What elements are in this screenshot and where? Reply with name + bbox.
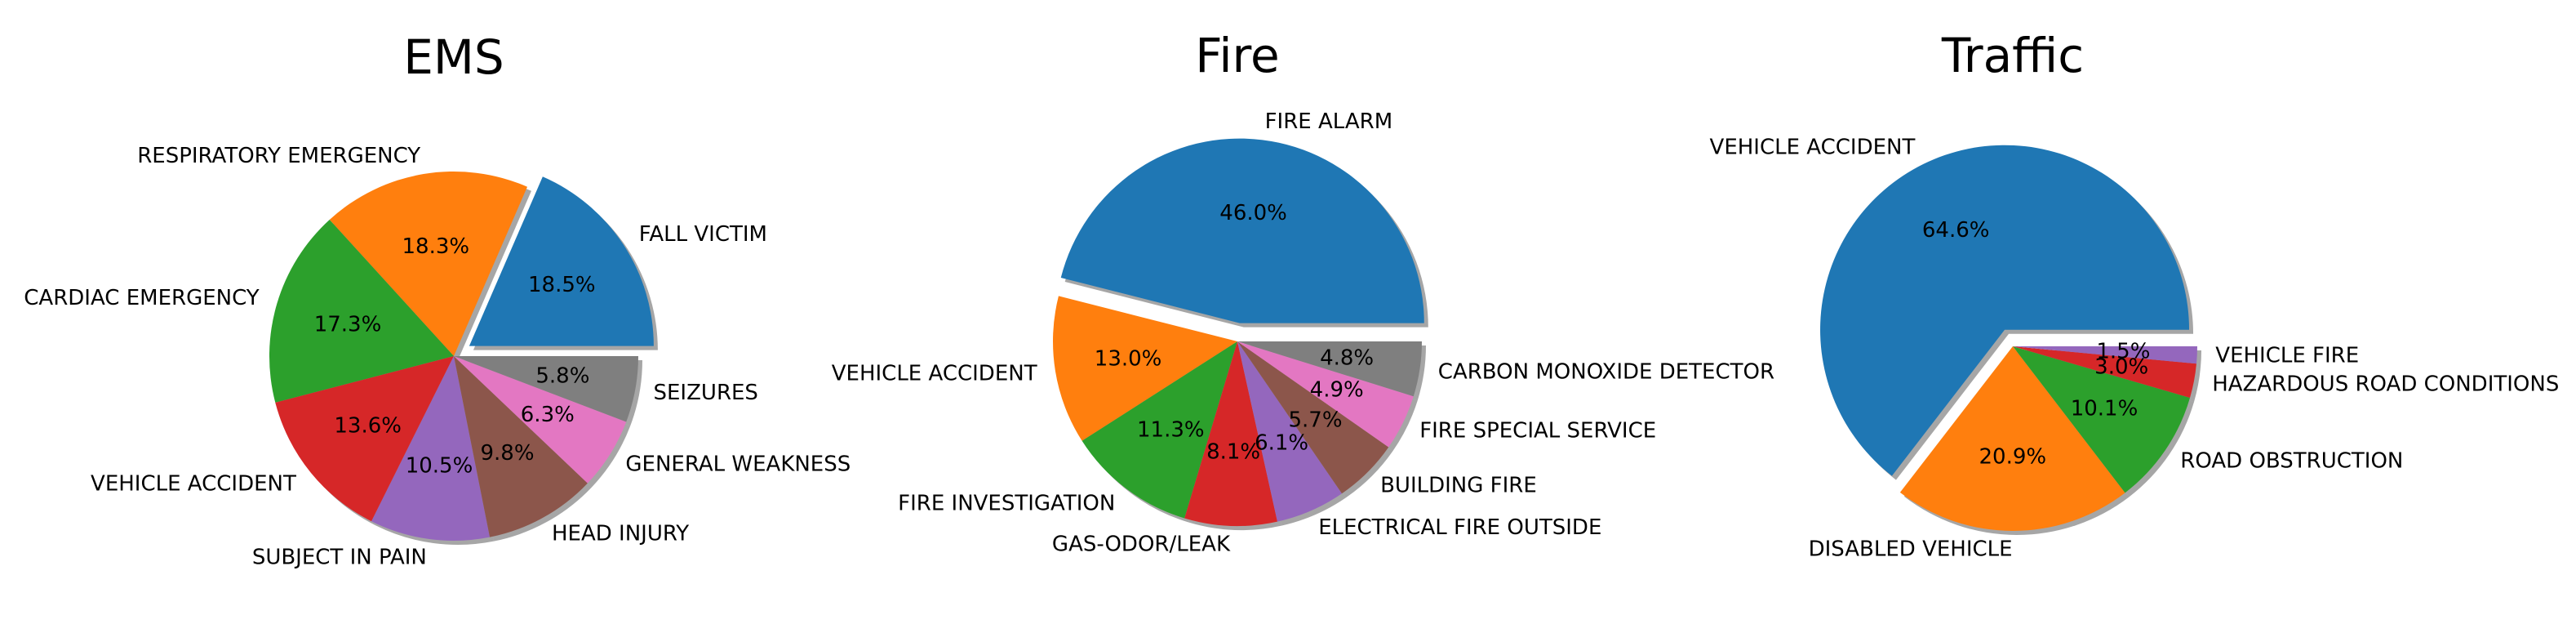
pie-chart-fire: Fire FIRE ALARM 46.0% VEHICLE ACCIDENT 13.0%…	[832, 28, 1774, 556]
wedge-general-weakness	[454, 356, 627, 484]
wedge-subject-in-pain	[371, 356, 491, 542]
percent-label-carbon-monoxide-detector: 4.8%	[1320, 345, 1374, 370]
chart-title: EMS	[403, 29, 504, 85]
slice-label-fire-special-service: FIRE SPECIAL SERVICE	[1419, 419, 1656, 444]
pie-chart-ems: EMS FALL VICTIM 18.5% RESPIRATORY EMERGENCY…	[24, 29, 851, 569]
wedge-building-fire	[1237, 341, 1389, 494]
percent-label-hazardous-road-conditions: 3.0%	[2094, 354, 2148, 379]
percent-label-vehicle-accident: 64.6%	[1922, 218, 1990, 243]
slice-label-building-fire: BUILDING FIRE	[1380, 474, 1537, 498]
wedge-electrical-fire-outside	[1237, 341, 1343, 522]
wedge-hazardous-road-conditions	[2013, 346, 2196, 398]
percent-label-subject-in-pain: 10.5%	[406, 453, 473, 478]
percent-label-vehicle-accident: 13.0%	[1095, 347, 1162, 372]
wedge-disabled-vehicle	[1899, 346, 2125, 532]
wedge-gas-odor-leak	[1184, 341, 1277, 526]
label-layer: FIRE ALARM 46.0% VEHICLE ACCIDENT 13.0% FIRE…	[832, 109, 1774, 557]
percent-label-vehicle-fire: 1.5%	[2096, 339, 2150, 363]
wedge-fall-victim	[469, 176, 654, 346]
slice-label-vehicle-accident: VEHICLE ACCIDENT	[91, 472, 296, 497]
slice-label-respiratory-emergency: RESPIRATORY EMERGENCY	[137, 144, 420, 168]
chart-title: Fire	[1195, 28, 1280, 83]
percent-label-seizures: 5.8%	[535, 364, 589, 389]
slice-label-carbon-monoxide-detector: CARBON MONOXIDE DETECTOR	[1438, 359, 1774, 384]
wedge-cardiac-emergency	[269, 219, 454, 403]
wedge-vehicle-accident	[275, 356, 454, 522]
wedge-road-obstruction	[2013, 346, 2191, 493]
percent-label-gas-odor-leak: 8.1%	[1206, 440, 1260, 465]
percent-label-road-obstruction: 10.1%	[2071, 397, 2139, 421]
percent-label-vehicle-accident: 13.6%	[334, 413, 402, 438]
percent-label-general-weakness: 6.3%	[521, 403, 575, 427]
slice-label-disabled-vehicle: DISABLED VEHICLE	[1809, 537, 2013, 562]
wedge-respiratory-emergency	[329, 171, 527, 356]
slice-label-road-obstruction: ROAD OBSTRUCTION	[2180, 448, 2403, 473]
slice-label-electrical-fire-outside: ELECTRICAL FIRE OUTSIDE	[1318, 515, 1601, 540]
slice-label-vehicle-accident: VEHICLE ACCIDENT	[1710, 136, 1916, 160]
pie-chart-traffic: Traffic VEHICLE ACCIDENT 64.6% DISABLED VEH…	[1710, 28, 2560, 562]
slice-label-vehicle-accident: VEHICLE ACCIDENT	[832, 362, 1037, 386]
percent-label-disabled-vehicle: 20.9%	[1979, 445, 2046, 470]
slice-label-subject-in-pain: SUBJECT IN PAIN	[252, 545, 427, 569]
wedge-vehicle-fire	[2013, 346, 2197, 364]
slice-label-fall-victim: FALL VICTIM	[639, 222, 767, 247]
wedge-layer	[269, 171, 654, 542]
percent-label-fall-victim: 18.5%	[528, 273, 596, 297]
label-layer: VEHICLE ACCIDENT 64.6% DISABLED VEHICLE 20.…	[1710, 136, 2560, 562]
percent-label-head-injury: 9.8%	[480, 441, 534, 466]
slice-label-seizures: SEIZURES	[654, 381, 758, 405]
label-layer: FALL VICTIM 18.5% RESPIRATORY EMERGENCY 18.…	[24, 144, 851, 570]
slice-label-fire-alarm: FIRE ALARM	[1265, 109, 1393, 134]
wedge-vehicle-accident	[1820, 145, 2190, 476]
percent-label-fire-special-service: 4.9%	[1310, 378, 1364, 403]
wedge-carbon-monoxide-detector	[1237, 341, 1422, 397]
chart-title: Traffic	[1941, 28, 2084, 83]
wedge-layer	[1053, 138, 1424, 526]
wedge-layer	[1820, 145, 2197, 532]
wedge-fire-alarm	[1060, 138, 1424, 323]
slice-label-vehicle-fire: VEHICLE FIRE	[2215, 344, 2359, 368]
wedge-fire-investigation	[1081, 341, 1237, 519]
percent-label-fire-alarm: 46.0%	[1219, 201, 1287, 225]
slice-label-fire-investigation: FIRE INVESTIGATION	[898, 492, 1115, 516]
wedge-head-injury	[454, 356, 588, 537]
slice-label-general-weakness: GENERAL WEAKNESS	[625, 452, 851, 476]
slice-label-head-injury: HEAD INJURY	[552, 522, 689, 546]
percent-label-cardiac-emergency: 17.3%	[314, 312, 382, 337]
percent-label-fire-investigation: 11.3%	[1137, 417, 1205, 442]
percent-label-respiratory-emergency: 18.3%	[402, 234, 469, 259]
wedge-seizures	[454, 356, 638, 422]
percent-label-building-fire: 5.7%	[1288, 408, 1342, 432]
slice-label-cardiac-emergency: CARDIAC EMERGENCY	[24, 286, 260, 310]
percent-label-electrical-fire-outside: 6.1%	[1255, 430, 1308, 455]
wedge-vehicle-accident	[1053, 296, 1237, 441]
slice-label-gas-odor-leak: GAS-ODOR/LEAK	[1052, 532, 1231, 556]
wedge-fire-special-service	[1237, 341, 1414, 448]
slice-label-hazardous-road-conditions: HAZARDOUS ROAD CONDITIONS	[2212, 372, 2559, 397]
